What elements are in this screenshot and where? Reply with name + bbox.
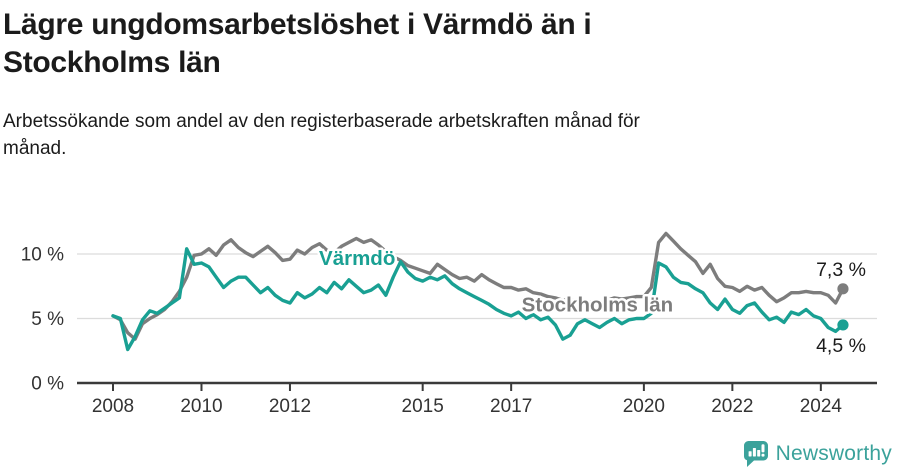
- x-tick-label: 2024: [800, 396, 843, 417]
- x-tick-label: 2015: [402, 396, 444, 417]
- x-tick-label: 2012: [269, 396, 311, 417]
- newsworthy-logo-icon: [743, 441, 768, 467]
- y-tick-label: 0 %: [31, 374, 64, 395]
- logo-bubble: [743, 441, 768, 467]
- newsworthy-brand-link[interactable]: Newsworthy: [743, 440, 892, 467]
- x-tick-label: 2010: [180, 396, 222, 417]
- y-tick-label: 5 %: [31, 309, 64, 330]
- series-end-value-label: 7,3 %: [816, 259, 866, 281]
- x-tick-label: 2020: [623, 396, 665, 417]
- page-title: Lägre ungdomsarbetslöshet i Värmdö än i …: [3, 8, 592, 80]
- newsworthy-brand-text: Newsworthy: [775, 441, 892, 465]
- Stockholms län-line: [111, 231, 845, 341]
- series-end-dot: [837, 319, 849, 331]
- x-tick-label: 2008: [92, 396, 134, 417]
- x-tick-label: 2022: [711, 396, 753, 417]
- y-tick-label: 10 %: [21, 245, 64, 266]
- series-label: Stockholms län: [522, 293, 674, 316]
- series-end-dot: [837, 283, 849, 295]
- Värmdö-line: [111, 247, 845, 352]
- x-tick-label: 2017: [490, 396, 532, 417]
- series-end-value-label: 4,5 %: [816, 335, 866, 357]
- series-label: Värmdö: [319, 247, 395, 270]
- chart-subtitle: Arbetssökande som andel av den registerb…: [3, 110, 640, 159]
